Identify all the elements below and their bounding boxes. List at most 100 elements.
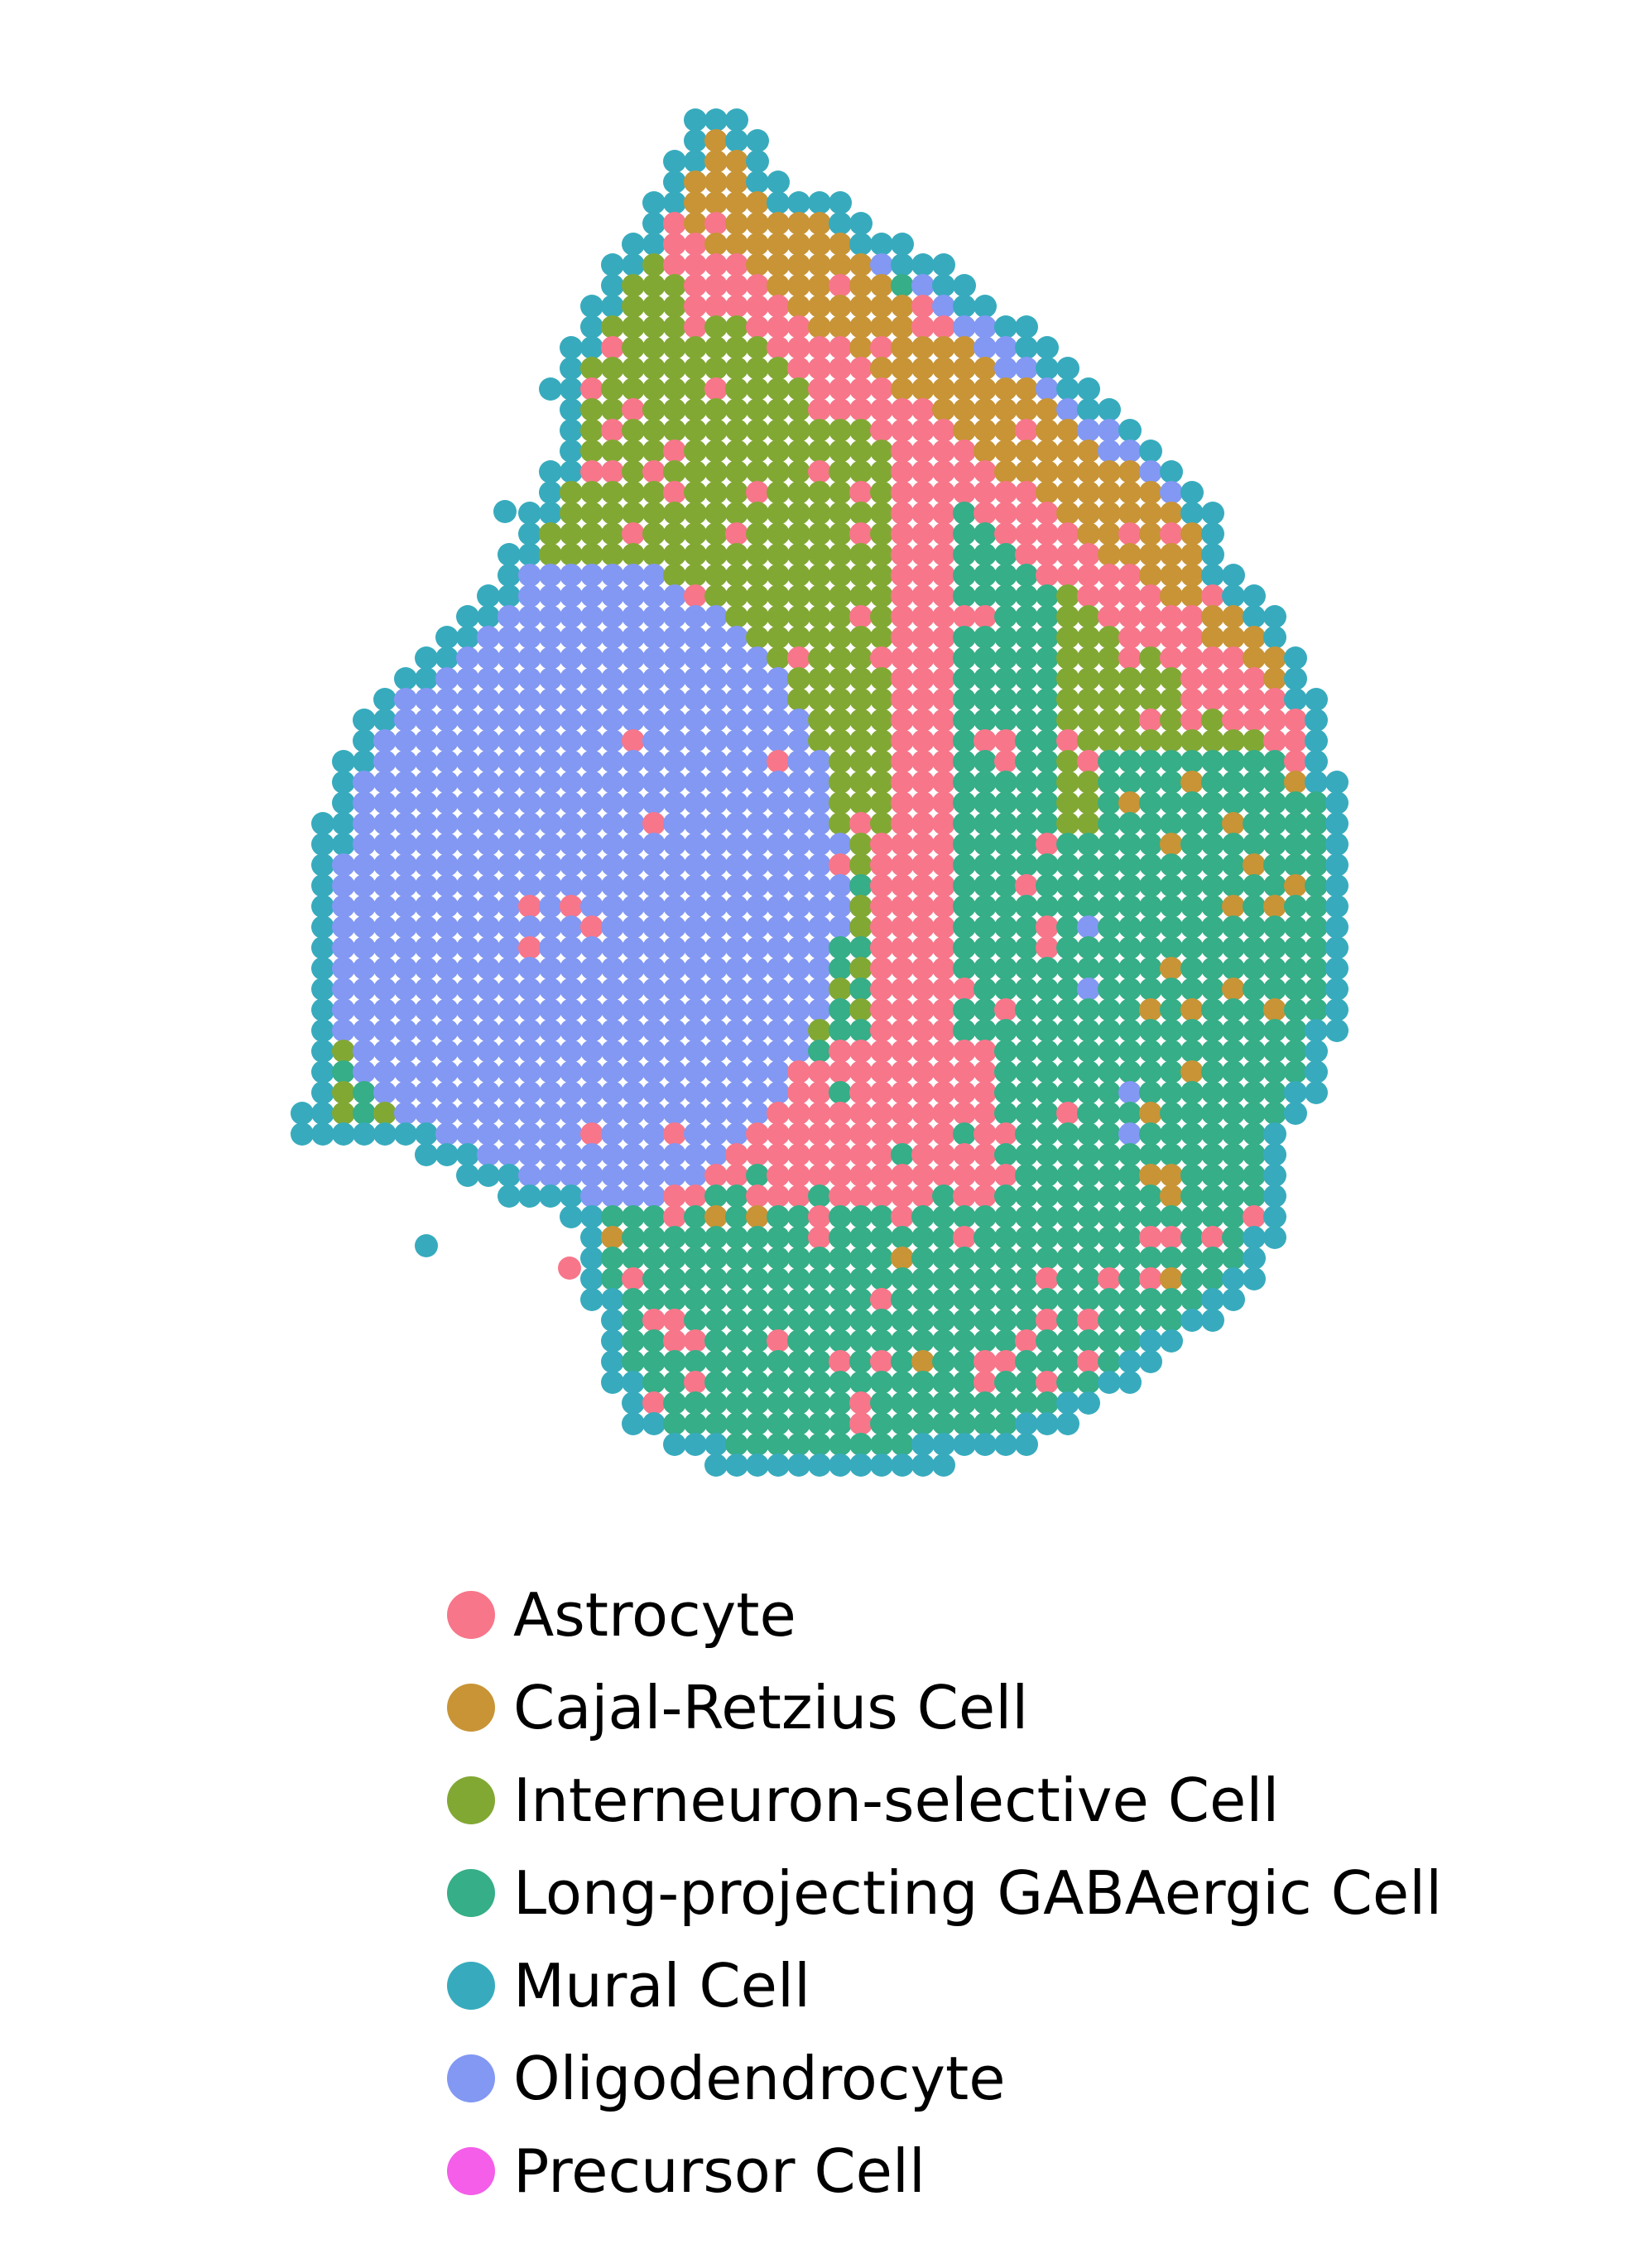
spot bbox=[911, 357, 935, 380]
spot bbox=[1015, 584, 1038, 608]
spot bbox=[932, 1102, 955, 1125]
spot bbox=[911, 1350, 935, 1373]
spot bbox=[415, 874, 438, 897]
spot bbox=[891, 522, 914, 545]
spot bbox=[932, 998, 955, 1021]
spot bbox=[539, 936, 562, 959]
spot bbox=[684, 440, 707, 463]
spot bbox=[891, 1122, 914, 1146]
spot bbox=[974, 709, 997, 732]
spot bbox=[787, 709, 810, 732]
spot bbox=[560, 688, 583, 711]
spot bbox=[560, 502, 583, 525]
spot bbox=[974, 791, 997, 814]
spot bbox=[580, 853, 603, 877]
spot bbox=[601, 833, 624, 856]
spot bbox=[1015, 1122, 1038, 1146]
spot bbox=[746, 584, 769, 608]
spot bbox=[1222, 1040, 1245, 1063]
spot bbox=[829, 1164, 852, 1187]
spot bbox=[1036, 812, 1059, 835]
spot bbox=[663, 1184, 686, 1208]
spot bbox=[1098, 667, 1121, 690]
spot bbox=[415, 1019, 438, 1042]
spot bbox=[870, 895, 893, 918]
spot bbox=[1201, 771, 1224, 794]
spot bbox=[704, 233, 728, 256]
spot bbox=[932, 274, 955, 297]
spot bbox=[642, 812, 666, 835]
spot bbox=[1015, 709, 1038, 732]
spot bbox=[1118, 833, 1142, 856]
spot bbox=[663, 1226, 686, 1249]
spot bbox=[684, 1247, 707, 1270]
spot bbox=[1015, 357, 1038, 380]
spot bbox=[746, 564, 769, 587]
spot bbox=[891, 1309, 914, 1332]
spot bbox=[891, 729, 914, 752]
spot bbox=[746, 1267, 769, 1290]
spot bbox=[704, 833, 728, 856]
spot bbox=[746, 336, 769, 359]
spot bbox=[663, 1288, 686, 1311]
spot bbox=[746, 936, 769, 959]
spot bbox=[1118, 771, 1142, 794]
spot bbox=[787, 791, 810, 814]
spot bbox=[1056, 833, 1079, 856]
spot bbox=[601, 543, 624, 566]
spot bbox=[1036, 1205, 1059, 1228]
spot bbox=[891, 1329, 914, 1353]
spot bbox=[1243, 1122, 1266, 1146]
spot bbox=[767, 1040, 790, 1063]
spot bbox=[1056, 1205, 1079, 1228]
spot bbox=[1015, 1267, 1038, 1290]
spot bbox=[663, 253, 686, 276]
spot bbox=[974, 1412, 997, 1435]
spot bbox=[1139, 1329, 1162, 1353]
spot bbox=[435, 915, 459, 939]
spot bbox=[953, 1226, 976, 1249]
spot bbox=[580, 315, 603, 339]
spot bbox=[787, 1019, 810, 1042]
spot bbox=[704, 895, 728, 918]
spot bbox=[1077, 419, 1100, 442]
spot bbox=[994, 605, 1017, 628]
spot bbox=[622, 978, 645, 1001]
spot bbox=[725, 1454, 748, 1477]
spot bbox=[642, 998, 666, 1021]
spot bbox=[1036, 1019, 1059, 1042]
spot bbox=[994, 936, 1017, 959]
spot bbox=[911, 1081, 935, 1104]
spot bbox=[1118, 1205, 1142, 1228]
spot bbox=[1160, 874, 1183, 897]
spot bbox=[725, 1433, 748, 1456]
spot bbox=[394, 750, 417, 773]
spot bbox=[394, 791, 417, 814]
spot bbox=[560, 336, 583, 359]
spot bbox=[456, 1102, 479, 1125]
spot bbox=[787, 1267, 810, 1290]
spot bbox=[539, 771, 562, 794]
spot bbox=[311, 998, 334, 1021]
spot bbox=[725, 1412, 748, 1435]
spot bbox=[932, 895, 955, 918]
spot bbox=[477, 646, 500, 670]
spot bbox=[456, 1060, 479, 1084]
spot bbox=[642, 791, 666, 814]
spot bbox=[580, 1102, 603, 1125]
spot bbox=[684, 626, 707, 649]
spot bbox=[498, 874, 521, 897]
spot bbox=[1036, 688, 1059, 711]
spot bbox=[622, 1205, 645, 1228]
spot bbox=[1139, 440, 1162, 463]
spot bbox=[829, 936, 852, 959]
spot bbox=[1222, 791, 1245, 814]
spot bbox=[1098, 812, 1121, 835]
spot bbox=[953, 502, 976, 525]
spot bbox=[974, 1391, 997, 1415]
spot bbox=[787, 812, 810, 835]
spot bbox=[746, 853, 769, 877]
spot bbox=[1263, 688, 1286, 711]
spot bbox=[663, 1329, 686, 1353]
spot bbox=[601, 791, 624, 814]
